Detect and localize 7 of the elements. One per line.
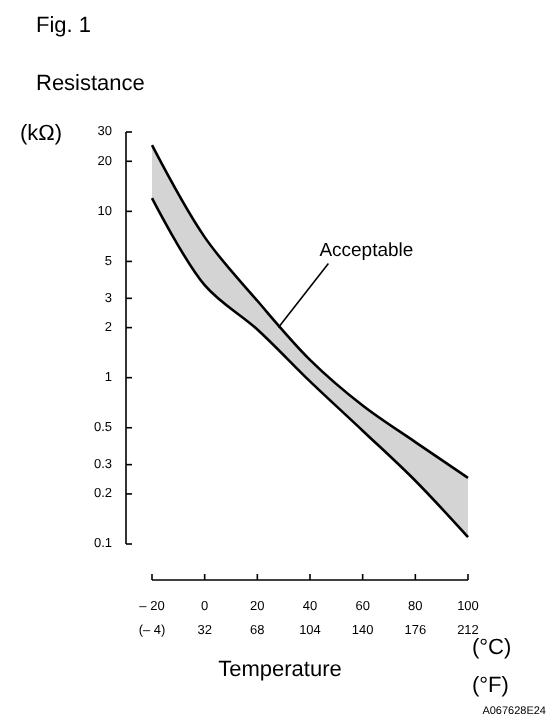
text: (kΩ)	[20, 122, 63, 146]
y-axis-title: Resistance	[36, 72, 145, 96]
annotation: Acceptable	[319, 239, 414, 262]
x-axis-title: Temperature	[218, 658, 342, 682]
text: (°C)	[472, 636, 512, 660]
chart-title: Fig. 1	[36, 14, 92, 38]
text: (°F)	[472, 674, 509, 698]
